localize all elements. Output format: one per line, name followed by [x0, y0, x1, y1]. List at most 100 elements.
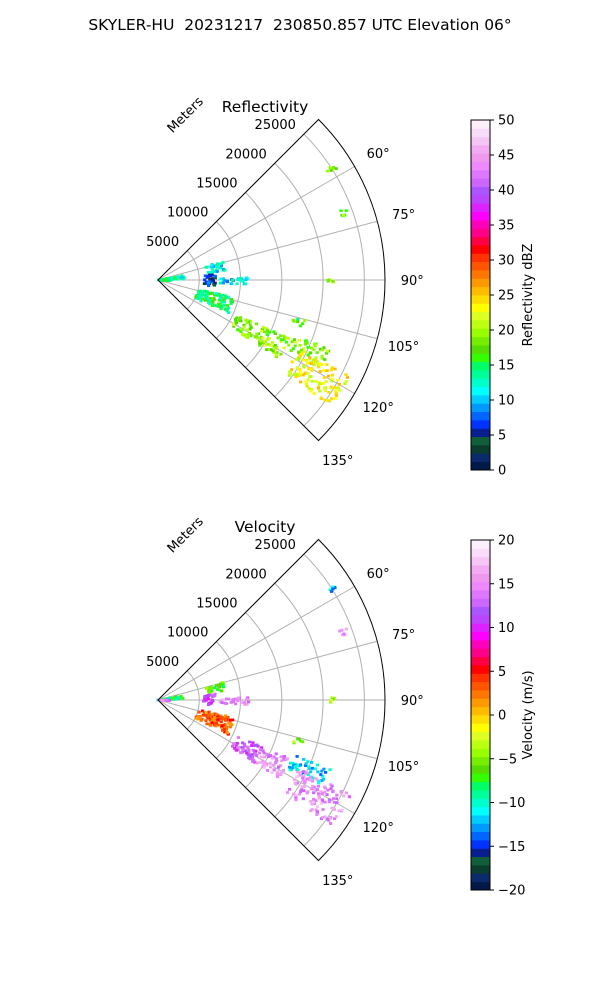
colorbar-segment — [471, 220, 490, 229]
echo-cell — [252, 744, 256, 748]
echo-cell — [274, 757, 279, 761]
echo-cell — [333, 817, 337, 821]
echo-cell — [329, 590, 334, 593]
echo-cell — [268, 765, 273, 769]
radial-tick-label: 15000 — [196, 596, 237, 611]
echo-cell — [162, 278, 166, 282]
echo-cell — [331, 279, 335, 283]
echo-cell — [323, 386, 328, 389]
echo-cell — [261, 759, 265, 763]
echo-cell — [206, 716, 211, 720]
echo-cell — [298, 773, 302, 777]
echo-cell — [216, 716, 220, 719]
echo-cell — [300, 352, 304, 356]
echo-cell — [203, 696, 207, 700]
echo-cell — [235, 741, 239, 745]
echo-cell — [210, 263, 214, 267]
echo-region — [287, 351, 349, 403]
echo-region — [326, 278, 335, 284]
echo-cell — [209, 291, 213, 295]
echo-cell — [214, 724, 218, 728]
echo-cell — [171, 696, 175, 700]
echo-cell — [311, 776, 315, 780]
echo-cell — [216, 718, 220, 721]
echo-cell — [315, 351, 319, 355]
echo-cell — [302, 775, 306, 778]
echo-cell — [267, 348, 272, 351]
echo-cell — [309, 367, 313, 371]
echo-cell — [293, 344, 297, 348]
echo-cell — [160, 278, 164, 282]
echo-cell — [279, 340, 283, 343]
echo-cell — [310, 802, 314, 806]
echo-cell — [221, 682, 225, 686]
echo-cell — [196, 715, 200, 719]
echo-cell — [263, 339, 267, 343]
echo-cell — [213, 692, 217, 696]
colorbar-segment — [471, 815, 490, 824]
echo-cell — [287, 343, 291, 347]
echo-cell — [247, 748, 251, 752]
echo-cell — [219, 277, 223, 281]
echo-cell — [286, 336, 291, 340]
echo-cell — [287, 787, 292, 791]
echo-cell — [211, 699, 215, 703]
echo-cell — [215, 262, 220, 266]
echo-cell — [199, 719, 203, 722]
echo-cell — [323, 358, 327, 361]
colorbar-segment — [471, 731, 490, 741]
echo-cell — [329, 700, 333, 704]
echo-cell — [291, 347, 295, 351]
echo-cell — [298, 354, 302, 357]
colorbar-segment — [471, 128, 490, 138]
echo-cell — [292, 763, 296, 767]
echo-cell — [287, 765, 292, 769]
echo-cell — [209, 693, 213, 697]
echo-cell — [295, 357, 299, 361]
echo-cell — [214, 265, 219, 269]
echo-cell — [302, 350, 307, 353]
echo-region — [202, 273, 218, 288]
colorbar-segment — [471, 403, 490, 413]
colorbar-segment — [471, 161, 490, 171]
colorbar-segment — [471, 186, 490, 196]
echo-cell — [245, 702, 249, 706]
echo-cell — [331, 585, 335, 589]
echo-cell — [302, 789, 306, 793]
echo-cell — [344, 379, 349, 383]
colorbar: −20 −15 −10 −5 0 5 10 15 20 Velocity (m/s) — [470, 534, 536, 899]
colorbar-segment — [471, 461, 490, 471]
echo-cell — [293, 765, 297, 769]
echo-cell — [310, 379, 314, 383]
colorbar-segment — [471, 170, 490, 179]
echo-cell — [325, 349, 329, 353]
angle-tick-label: 120° — [363, 401, 394, 416]
echo-cell — [241, 748, 245, 752]
echo-cell — [246, 753, 250, 757]
echo-cell — [328, 166, 332, 170]
colorbar-label: Velocity (m/s) — [521, 670, 536, 759]
colorbar-segment — [471, 581, 490, 591]
echo-cell — [224, 702, 229, 705]
echo-cell — [282, 334, 286, 338]
echo-cell — [274, 761, 278, 765]
echo-cell — [334, 167, 338, 170]
colorbar-tick-label: 5 — [498, 665, 506, 680]
echo-cell — [215, 712, 219, 716]
echo-cell — [205, 298, 209, 302]
echo-cell — [307, 387, 311, 391]
echo-cell — [320, 791, 324, 795]
echo-cell — [320, 798, 324, 802]
echo-cell — [263, 763, 268, 767]
colorbar-tick-label: 45 — [498, 149, 515, 164]
echo-cell — [329, 787, 333, 791]
echo-cell — [301, 740, 305, 743]
echo-cell — [273, 349, 277, 352]
colorbar-segment — [471, 178, 490, 188]
echo-cell — [284, 336, 288, 340]
echo-cell — [319, 773, 323, 776]
azimuth-gridline — [157, 166, 355, 281]
echo-cell — [314, 361, 319, 365]
echo-cell — [319, 802, 323, 805]
